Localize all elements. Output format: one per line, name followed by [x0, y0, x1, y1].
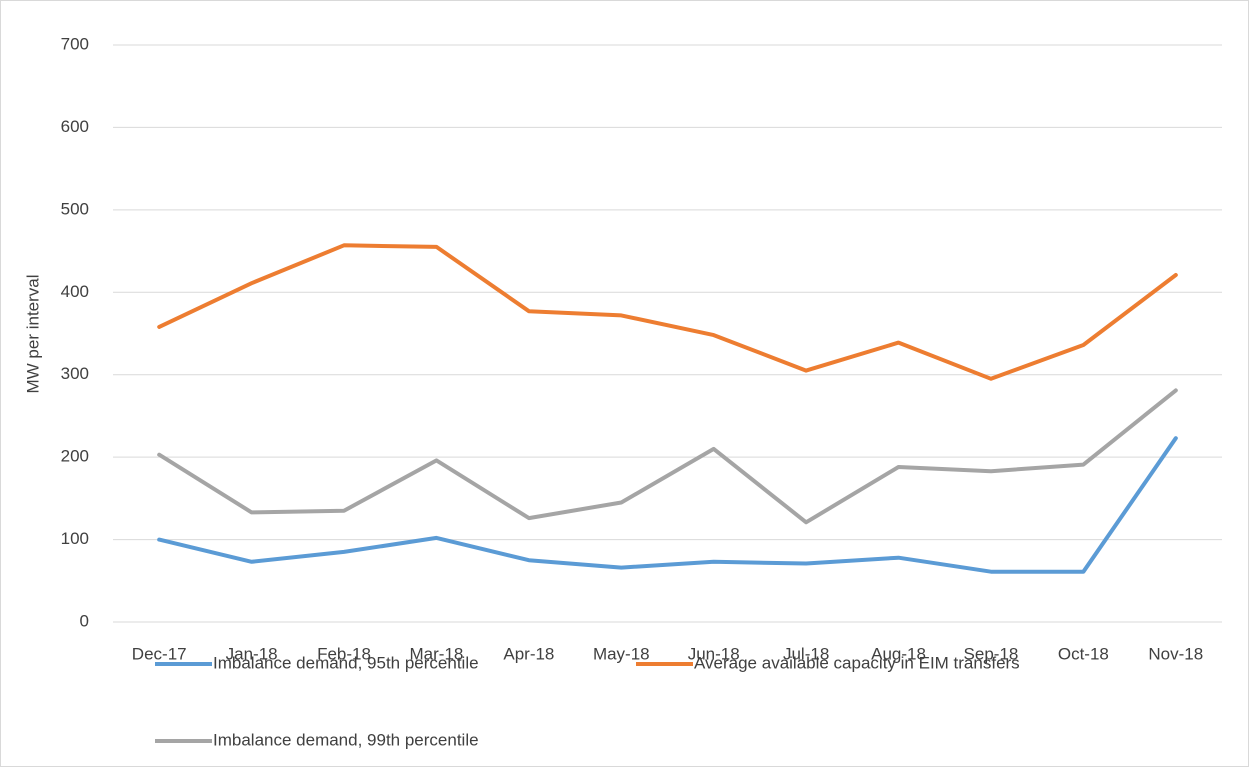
x-tick-label: Jun-18: [688, 644, 740, 663]
x-tick-label: Sep-18: [964, 644, 1019, 663]
legend-label: Average available capacity in EIM transf…: [694, 653, 1020, 672]
series-line: [157, 436, 1178, 574]
series-line: [157, 243, 1178, 381]
y-axis-label: MW per interval: [23, 274, 42, 393]
x-tick-label: Feb-18: [317, 644, 371, 663]
legend-label: Imbalance demand, 99th percentile: [213, 730, 479, 749]
y-tick-label: 0: [80, 611, 89, 630]
y-tick-label: 200: [61, 447, 89, 466]
x-tick-label: Aug-18: [871, 644, 926, 663]
legend-label: Imbalance demand, 95th percentile: [213, 653, 479, 672]
series-line: [157, 388, 1178, 525]
y-tick-label: 300: [61, 364, 89, 383]
x-tick-label: May-18: [593, 644, 650, 663]
x-tick-label: Nov-18: [1148, 644, 1203, 663]
y-tick-label: 400: [61, 282, 89, 301]
x-tick-label: Apr-18: [503, 644, 554, 663]
y-tick-label: 500: [61, 199, 89, 218]
x-tick-label: Oct-18: [1058, 644, 1109, 663]
x-tick-label: Dec-17: [132, 644, 187, 663]
x-tick-label: Mar-18: [410, 644, 464, 663]
y-tick-label: 600: [61, 117, 89, 136]
y-tick-label: 700: [61, 34, 89, 53]
x-tick-label: Jul-18: [783, 644, 829, 663]
x-tick-label: Jan-18: [226, 644, 278, 663]
y-tick-label: 100: [61, 529, 89, 548]
